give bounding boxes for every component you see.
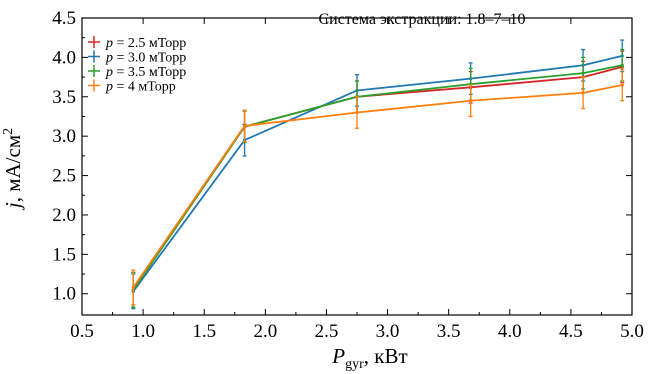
legend-label: p = 4 мТорр [105, 80, 176, 95]
x-tick-label: 1.5 [192, 321, 216, 342]
data-point [355, 110, 359, 115]
y-tick-label: 2.5 [52, 166, 76, 187]
y-tick-label: 3.5 [52, 87, 76, 108]
x-tick-label: 1.0 [131, 321, 155, 342]
series-line [132, 64, 623, 291]
data-point [620, 83, 624, 87]
x-tick-label: 4.0 [498, 321, 522, 342]
data-point [581, 71, 585, 75]
data-point [242, 124, 247, 128]
x-axis-label: Pgyr, кВт [331, 344, 407, 372]
legend-label: p = 3.0 мТорр [105, 51, 186, 66]
series-line [132, 84, 623, 288]
x-tick-label: 5.0 [620, 321, 644, 342]
series-line [132, 65, 623, 291]
legend-label: p = 2.5 мТорр [105, 36, 186, 51]
series-group [131, 50, 625, 308]
x-tick-label: 3.5 [437, 321, 461, 342]
y-tick-label: 2.0 [52, 205, 76, 226]
chart-title: Система экстракции: 1.8–7–10 [318, 11, 525, 28]
y-tick-label: 4.0 [52, 47, 76, 68]
x-tick-label: 0.5 [70, 321, 94, 342]
x-tick-label: 2.0 [253, 321, 277, 342]
x-tick-label: 4.5 [559, 321, 583, 342]
y-tick-label: 4.5 [52, 8, 76, 29]
x-tick-label: 3.0 [376, 321, 400, 342]
x-tick-label: 2.5 [315, 321, 339, 342]
data-point [131, 285, 135, 290]
data-point [620, 63, 624, 67]
y-axis-label: j, мА/см2 [1, 128, 25, 211]
series-group [131, 68, 625, 306]
legend-label: p = 3.5 мТорр [105, 65, 186, 80]
data-point [581, 91, 585, 95]
y-tick-label: 1.0 [52, 284, 76, 305]
y-tick-label: 3.0 [52, 126, 76, 147]
y-tick-label: 1.5 [52, 244, 76, 265]
series-line [132, 54, 623, 292]
data-point [469, 99, 473, 103]
